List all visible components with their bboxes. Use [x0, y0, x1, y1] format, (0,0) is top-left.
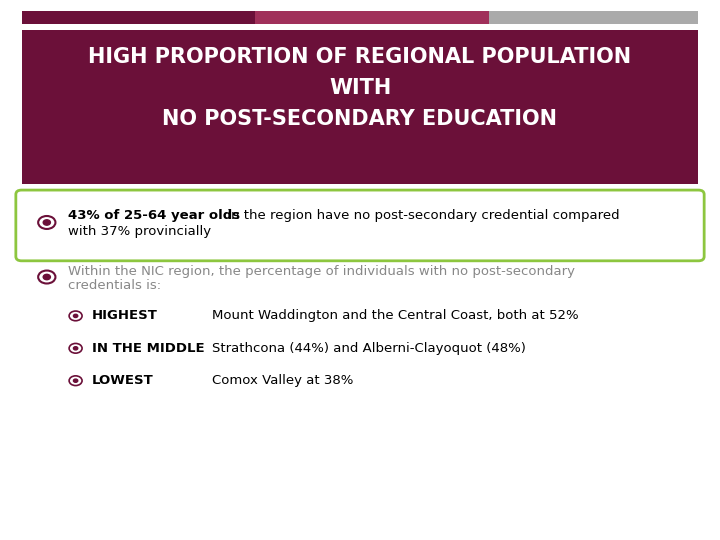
FancyBboxPatch shape	[16, 190, 704, 261]
Bar	[22, 30, 698, 184]
Circle shape	[73, 347, 78, 350]
Circle shape	[73, 379, 78, 382]
Circle shape	[73, 314, 78, 318]
Text: IN THE MIDDLE: IN THE MIDDLE	[92, 342, 204, 355]
Circle shape	[43, 220, 50, 225]
Bar	[22, 11, 255, 24]
Bar	[489, 11, 698, 24]
Text: LOWEST: LOWEST	[92, 374, 154, 387]
Text: Strathcona (44%) and Alberni-Clayoquot (48%): Strathcona (44%) and Alberni-Clayoquot (…	[212, 342, 526, 355]
Text: NO POST-SECONDARY EDUCATION: NO POST-SECONDARY EDUCATION	[163, 109, 557, 130]
Text: HIGH PROPORTION OF REGIONAL POPULATION: HIGH PROPORTION OF REGIONAL POPULATION	[89, 46, 631, 67]
Text: with 37% provincially: with 37% provincially	[68, 225, 212, 238]
Bar	[255, 11, 489, 24]
Text: Mount Waddington and the Central Coast, both at 52%: Mount Waddington and the Central Coast, …	[212, 309, 579, 322]
Text: HIGHEST: HIGHEST	[92, 309, 158, 322]
Text: Within the NIC region, the percentage of individuals with no post-secondary: Within the NIC region, the percentage of…	[68, 265, 575, 278]
Text: WITH: WITH	[329, 78, 391, 98]
Text: in the region have no post-secondary credential compared: in the region have no post-secondary cre…	[223, 209, 620, 222]
Text: 43% of 25-64 year olds: 43% of 25-64 year olds	[68, 209, 240, 222]
Text: Comox Valley at 38%: Comox Valley at 38%	[212, 374, 354, 387]
Circle shape	[43, 274, 50, 280]
Text: credentials is:: credentials is:	[68, 279, 161, 292]
